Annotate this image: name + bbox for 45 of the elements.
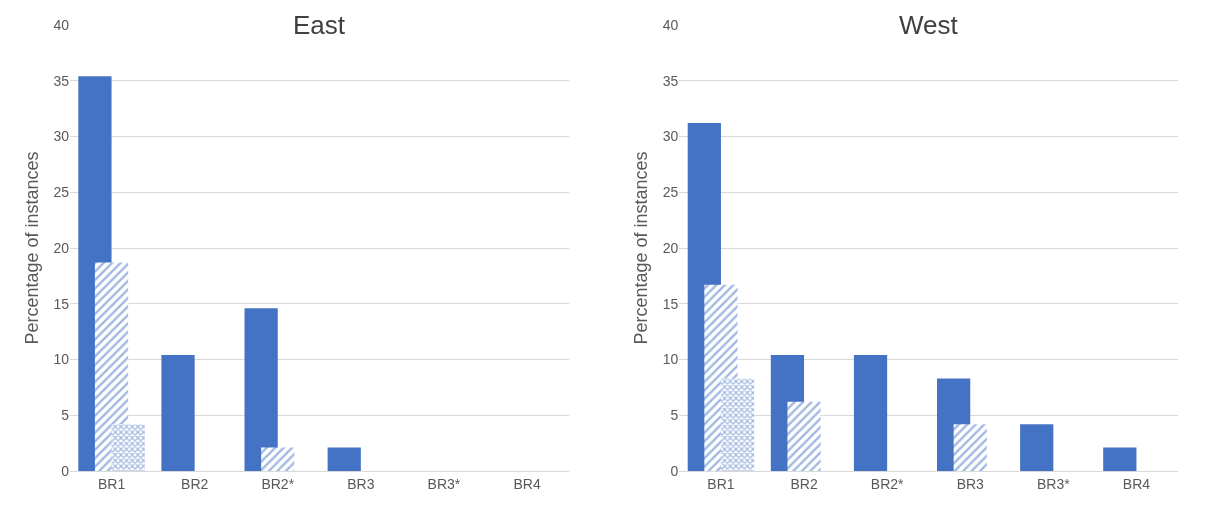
x-tick-label: BR2 [181, 475, 209, 492]
x-tick-label: BR2 [790, 475, 818, 492]
x-tick-label: BR3* [427, 475, 461, 492]
chart-title: East [293, 10, 346, 40]
y-tick-label: 5 [670, 407, 679, 424]
x-tick-label: BR4 [1122, 475, 1151, 492]
y-tick-label: 20 [662, 239, 679, 256]
y-tick-label: 20 [53, 239, 70, 256]
bar [161, 355, 195, 471]
x-tick-label: BR4 [513, 475, 541, 492]
x-tick-label: BR3 [347, 475, 375, 492]
y-axis-title: Percentage of instances [21, 151, 42, 345]
y-tick-label: 0 [61, 462, 70, 479]
x-tick-label: BR3* [1037, 475, 1071, 492]
y-tick-label: 25 [662, 184, 679, 201]
y-axis-title: Percentage of instances [631, 151, 652, 345]
x-tick-label: BR1 [707, 475, 735, 492]
y-tick-label: 15 [662, 295, 679, 312]
y-tick-label: 0 [670, 462, 679, 479]
x-tick-label: BR1 [97, 475, 126, 492]
bar [327, 447, 361, 471]
y-tick-label: 10 [53, 351, 70, 368]
bar [1020, 424, 1054, 471]
y-tick-label: 40 [662, 16, 679, 33]
bar [853, 355, 888, 471]
y-tick-label: 30 [662, 128, 679, 145]
y-tick-label: 10 [662, 351, 679, 368]
bar [787, 401, 821, 471]
bar [953, 424, 987, 471]
y-tick-label: 5 [61, 407, 70, 424]
y-tick-label: 25 [53, 184, 70, 201]
chart-title: West [899, 10, 959, 40]
bar [111, 424, 145, 471]
bar [720, 378, 755, 471]
bar [1103, 447, 1137, 471]
y-tick-label: 35 [662, 72, 679, 89]
y-tick-label: 30 [53, 128, 70, 145]
y-tick-label: 15 [53, 295, 70, 312]
bar [261, 447, 295, 471]
y-tick-label: 35 [53, 72, 70, 89]
x-tick-label: BR3 [956, 475, 985, 492]
x-tick-label: BR2* [261, 475, 295, 492]
bar [244, 308, 278, 471]
x-tick-label: BR2* [870, 475, 905, 492]
y-tick-label: 40 [53, 16, 70, 33]
